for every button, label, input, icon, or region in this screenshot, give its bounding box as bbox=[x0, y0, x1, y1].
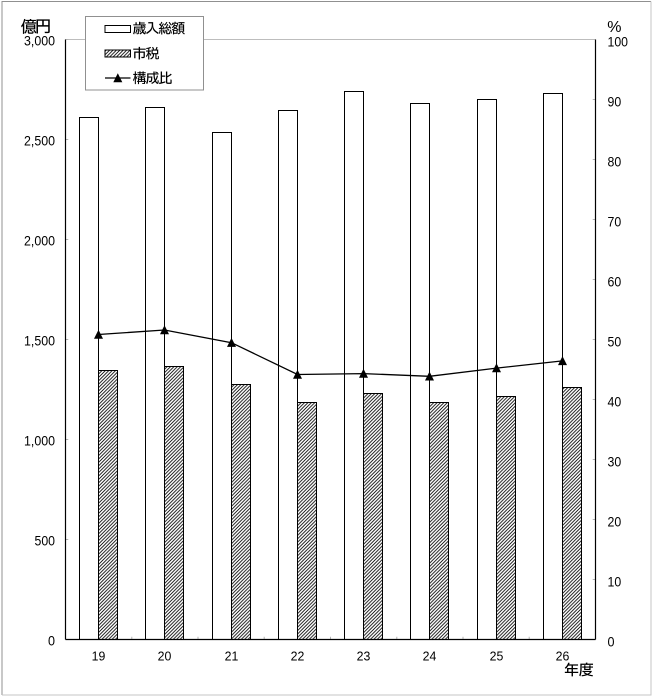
svg-text:%: % bbox=[607, 19, 621, 36]
svg-text:25: 25 bbox=[490, 648, 504, 663]
svg-text:70: 70 bbox=[608, 214, 622, 230]
svg-text:2,500: 2,500 bbox=[24, 133, 55, 149]
svg-text:20: 20 bbox=[608, 514, 622, 530]
svg-text:3,000: 3,000 bbox=[24, 33, 55, 49]
svg-text:500: 500 bbox=[35, 533, 56, 549]
svg-text:30: 30 bbox=[608, 454, 622, 470]
svg-text:50: 50 bbox=[608, 334, 622, 350]
svg-text:60: 60 bbox=[608, 274, 622, 290]
svg-text:10: 10 bbox=[608, 574, 622, 590]
svg-text:2,000: 2,000 bbox=[24, 233, 55, 249]
svg-text:40: 40 bbox=[608, 394, 622, 410]
svg-text:90: 90 bbox=[608, 94, 622, 110]
svg-text:1,000: 1,000 bbox=[24, 433, 55, 449]
svg-text:1,500: 1,500 bbox=[24, 333, 55, 349]
svg-text:20: 20 bbox=[158, 648, 172, 663]
svg-text:22: 22 bbox=[291, 648, 305, 663]
svg-text:19: 19 bbox=[92, 648, 106, 663]
svg-text:0: 0 bbox=[48, 633, 55, 649]
svg-text:23: 23 bbox=[357, 648, 371, 663]
svg-text:26: 26 bbox=[556, 648, 570, 663]
svg-text:0: 0 bbox=[608, 634, 615, 650]
svg-text:21: 21 bbox=[225, 648, 239, 663]
svg-text:100: 100 bbox=[608, 34, 629, 50]
svg-text:80: 80 bbox=[608, 154, 622, 170]
svg-text:24: 24 bbox=[423, 648, 437, 663]
